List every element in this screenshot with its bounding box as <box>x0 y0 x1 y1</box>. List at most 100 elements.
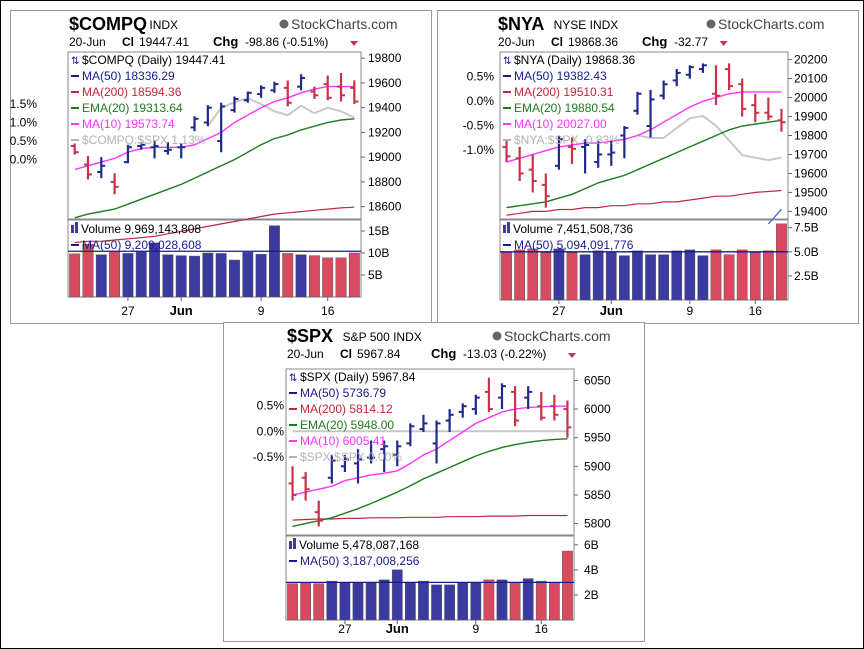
volume-bar <box>295 254 307 298</box>
volume-label: Volume 5,478,087,168 <box>299 538 419 552</box>
price-tick-label: 19400 <box>794 204 828 218</box>
volume-icon <box>503 225 506 233</box>
volume-bar <box>378 579 390 621</box>
volume-bar <box>444 584 455 621</box>
volume-plot-frame <box>499 219 789 301</box>
volume-plot-frame <box>67 219 362 298</box>
legend-entry: $NYA (Daily) 19868.36 <box>514 53 636 67</box>
volume-bar <box>242 251 254 298</box>
change-label: Chg <box>213 34 238 49</box>
volume-bar <box>514 249 525 301</box>
x-axis-label: 9 <box>686 304 693 318</box>
rel-tick-label: 0.0% <box>257 424 285 438</box>
volume-bar <box>282 253 294 298</box>
price-tick-label: 5850 <box>584 488 611 502</box>
chart-svg: $SPX S&P 500 INDX StockCharts.com 20-Jun Cl 5… <box>253 326 611 636</box>
index-label: INDX <box>149 18 178 32</box>
volume-plot-frame <box>285 535 575 621</box>
source-label: StockCharts.com <box>291 16 398 32</box>
volume-bar <box>175 255 187 298</box>
volume-bar <box>776 223 787 301</box>
volume-label: Volume 9,969,143,808 <box>81 222 201 236</box>
volume-bar <box>405 582 416 621</box>
rel-tick-label: -0.5% <box>463 119 495 133</box>
volume-bar <box>268 225 280 298</box>
ratio-series-line <box>206 97 355 127</box>
volume-bar <box>335 257 347 298</box>
price-tick-label: 18600 <box>368 200 402 214</box>
volume-bar <box>202 252 214 298</box>
volume-icon <box>71 225 74 233</box>
volume-bar <box>391 569 403 621</box>
legend-entry: MA(50) 19382.43 <box>514 69 607 83</box>
volume-bar <box>605 251 617 301</box>
volume-ma-label: MA(50) 5,094,091,776 <box>514 238 634 252</box>
price-tick-label: 19000 <box>368 150 402 164</box>
close-value: 19447.41 <box>139 35 189 49</box>
stockcharts-logo-icon <box>492 331 502 341</box>
volume-bar <box>287 583 298 621</box>
legend-entry: $COMPQ:$SPX 1.13% <box>82 133 206 147</box>
price-tick-label: 5900 <box>584 459 611 473</box>
source-label: StockCharts.com <box>718 16 825 32</box>
ema20-line <box>74 118 355 219</box>
legend-entry: EMA(20) 19880.54 <box>514 101 615 115</box>
x-axis-label: 27 <box>552 304 566 318</box>
legend-entry: MA(50) 18336.29 <box>82 69 175 83</box>
volume-bar <box>255 254 267 298</box>
legend-entry: MA(10) 20027.00 <box>514 117 607 131</box>
price-tick-label: 19600 <box>794 166 828 180</box>
volume-bar <box>352 582 364 621</box>
rel-tick-label: 0.5% <box>467 70 495 84</box>
volume-bar <box>736 249 748 301</box>
ema20-line <box>506 119 782 209</box>
volume-ma-label: MA(50) 9,209,028,608 <box>82 238 202 252</box>
index-label: S&P 500 INDX <box>343 330 422 344</box>
x-axis-label: 16 <box>535 622 549 636</box>
rel-tick-label: 0.0% <box>467 94 495 108</box>
volume-bar <box>109 250 121 298</box>
down-arrow-icon <box>350 41 358 46</box>
change-label: Chg <box>642 34 667 49</box>
change-label: Chg <box>431 346 456 361</box>
volume-bar <box>189 255 200 298</box>
date-label: 20-Jun <box>69 35 106 49</box>
close-label: Cl <box>340 347 352 361</box>
down-arrow-icon <box>719 41 728 46</box>
price-tick-label: 20200 <box>794 53 828 67</box>
volume-tick-label: 6B <box>584 538 599 552</box>
volume-bar <box>122 253 134 298</box>
ma200-line <box>292 514 568 521</box>
volume-bar <box>135 251 147 298</box>
x-axis-label: 27 <box>121 304 135 318</box>
legend-entry: MA(200) 18594.36 <box>82 85 182 99</box>
volume-bar <box>522 578 534 621</box>
ratio-tail-line <box>767 208 782 225</box>
chart-svg: $NYA NYSE INDX StockCharts.com 20-Jun Cl 1986… <box>463 14 828 318</box>
x-axis-label: Jun <box>170 303 193 318</box>
volume-bar <box>496 579 508 621</box>
volume-bar <box>710 249 722 301</box>
volume-ma-label: MA(50) 3,187,008,256 <box>300 554 420 568</box>
x-axis-label: 16 <box>749 304 763 318</box>
volume-bar <box>431 584 442 621</box>
volume-bar <box>749 252 761 301</box>
ticker-title: $SPX <box>287 326 333 346</box>
rel-tick-label: 1.5% <box>10 97 38 111</box>
volume-bar <box>684 249 696 301</box>
volume-bar <box>457 582 469 621</box>
change-value: -98.86 (-0.51%) <box>245 35 328 49</box>
volume-bar <box>348 252 360 298</box>
volume-bar <box>566 252 578 301</box>
volume-bar <box>82 243 94 298</box>
volume-tick-label: 15B <box>368 224 389 238</box>
stockcharts-logo-icon <box>706 19 716 29</box>
close-value: 19868.36 <box>568 35 618 49</box>
price-tick-label: 19700 <box>794 147 828 161</box>
volume-tick-label: 5.0B <box>794 245 819 259</box>
chart-svg: $COMPQ INDX StockCharts.com 20-Jun Cl 19447.4… <box>10 14 402 318</box>
volume-bar <box>549 582 560 621</box>
volume-bar <box>365 582 377 621</box>
chart-type-icon: ⇅ <box>289 373 297 384</box>
volume-bar <box>697 255 709 301</box>
